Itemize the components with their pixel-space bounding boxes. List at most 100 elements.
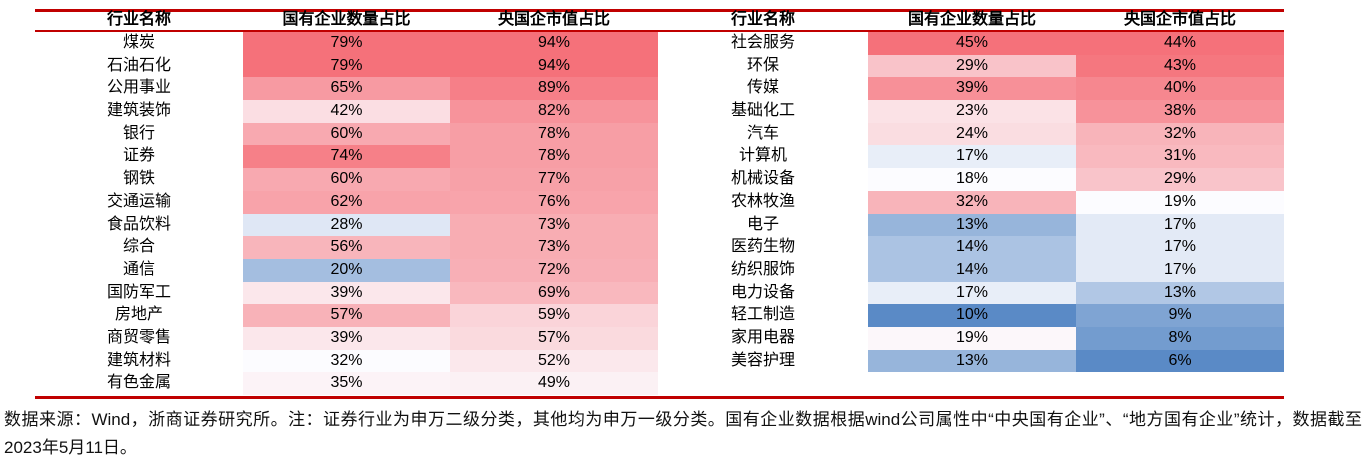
top-rule-line <box>35 9 1284 12</box>
soe-mcap-ratio-cell: 13% <box>1076 281 1284 305</box>
soe-count-ratio-cell: 60% <box>243 168 450 191</box>
soe-count-ratio-cell: 65% <box>243 77 450 101</box>
soe-mcap-ratio-cell: 43% <box>1076 54 1284 78</box>
industry-name-cell: 交通运输 <box>35 190 243 214</box>
industry-name-cell: 建筑材料 <box>35 349 243 373</box>
soe-count-ratio-cell: 13% <box>868 213 1076 237</box>
soe-mcap-ratio-cell: 17% <box>1076 236 1284 259</box>
soe-mcap-ratio-cell: 77% <box>450 168 658 191</box>
soe-count-ratio-cell: 13% <box>868 349 1076 373</box>
soe-count-ratio-cell: 19% <box>868 326 1076 350</box>
soe-count-ratio-cell: 62% <box>243 190 450 214</box>
soe-count-ratio-cell: 20% <box>243 258 450 282</box>
soe-count-ratio-cell: 39% <box>243 326 450 350</box>
soe-count-ratio-cell: 10% <box>868 304 1076 327</box>
soe-count-ratio-cell: 60% <box>243 122 450 146</box>
soe-mcap-ratio-cell: 73% <box>450 213 658 237</box>
industry-name-cell: 医药生物 <box>658 236 868 259</box>
industry-name-cell: 国防军工 <box>35 281 243 305</box>
industry-name-cell: 传媒 <box>658 77 868 101</box>
soe-mcap-ratio-cell: 17% <box>1076 258 1284 282</box>
soe-mcap-ratio-cell: 17% <box>1076 213 1284 237</box>
industry-name-cell: 社会服务 <box>658 32 868 55</box>
soe-count-ratio-cell: 42% <box>243 100 450 123</box>
industry-name-cell: 银行 <box>35 122 243 146</box>
left-column-header-industry: 行业名称 <box>106 11 171 28</box>
right-column-header-industry: 行业名称 <box>730 11 795 28</box>
soe-count-ratio-cell: 17% <box>868 281 1076 305</box>
soe-count-ratio-cell: 29% <box>868 54 1076 78</box>
soe-mcap-ratio-cell: 31% <box>1076 145 1284 169</box>
industry-name-cell: 证券 <box>35 145 243 169</box>
soe-mcap-ratio-cell: 19% <box>1076 190 1284 214</box>
industry-name-cell: 钢铁 <box>35 168 243 191</box>
soe-mcap-ratio-cell: 94% <box>450 32 658 55</box>
left-table-header-row: 行业名称 国有企业数量占比 央国企市值占比 <box>35 10 658 30</box>
soe-count-ratio-cell: 32% <box>243 349 450 373</box>
soe-count-ratio-cell: 39% <box>868 77 1076 101</box>
soe-mcap-ratio-cell: 82% <box>450 100 658 123</box>
industry-name-cell: 商贸零售 <box>35 326 243 350</box>
soe-mcap-ratio-cell: 8% <box>1076 326 1284 350</box>
soe-count-ratio-cell: 79% <box>243 32 450 55</box>
industry-name-cell: 煤炭 <box>35 32 243 55</box>
soe-count-ratio-cell: 56% <box>243 236 450 259</box>
soe-count-ratio-cell: 14% <box>868 258 1076 282</box>
soe-mcap-ratio-cell: 72% <box>450 258 658 282</box>
industry-name-cell: 基础化工 <box>658 100 868 123</box>
industry-name-cell: 建筑装饰 <box>35 100 243 123</box>
industry-name-cell: 通信 <box>35 258 243 282</box>
source-note: 数据来源：Wind，浙商证券研究所。注：证券行业为申万二级分类，其他均为申万一级… <box>4 410 1362 457</box>
soe-mcap-ratio-cell: 57% <box>450 326 658 350</box>
soe-count-ratio-cell: 74% <box>243 145 450 169</box>
industry-name-cell: 计算机 <box>658 145 868 169</box>
soe-mcap-ratio-cell: 38% <box>1076 100 1284 123</box>
industry-name-cell: 轻工制造 <box>658 304 868 327</box>
left-column-header-soe-count-ratio: 国有企业数量占比 <box>282 11 411 28</box>
soe-mcap-ratio-cell: 40% <box>1076 77 1284 101</box>
industry-name-cell: 汽车 <box>658 122 868 146</box>
soe-mcap-ratio-cell: 69% <box>450 281 658 305</box>
industry-name-cell: 机械设备 <box>658 168 868 191</box>
soe-mcap-ratio-cell: 78% <box>450 145 658 169</box>
right-column-header-soe-count-ratio: 国有企业数量占比 <box>907 11 1036 28</box>
industry-name-cell: 美容护理 <box>658 349 868 373</box>
soe-mcap-ratio-cell: 44% <box>1076 32 1284 55</box>
industry-name-cell: 有色金属 <box>35 372 243 395</box>
soe-count-ratio-cell: 79% <box>243 54 450 78</box>
industry-name-cell: 电力设备 <box>658 281 868 305</box>
industry-name-cell: 家用电器 <box>658 326 868 350</box>
soe-mcap-ratio-cell: 73% <box>450 236 658 259</box>
industry-name-cell: 食品饮料 <box>35 213 243 237</box>
right-industry-table-body: 社会服务 45% 44% 环保 29% 43% 传媒 39% 40% 基础化工 23% 38% 汽车 24… <box>658 32 1284 373</box>
right-column-header-soe-mcap-ratio: 央国企市值占比 <box>1123 11 1236 28</box>
industry-name-cell: 电子 <box>658 213 868 237</box>
industry-name-cell: 纺织服饰 <box>658 258 868 282</box>
soe-count-ratio-cell: 18% <box>868 168 1076 191</box>
soe-count-ratio-cell: 28% <box>243 213 450 237</box>
soe-mcap-ratio-cell: 6% <box>1076 349 1284 373</box>
industry-name-cell: 综合 <box>35 236 243 259</box>
soe-mcap-ratio-cell: 59% <box>450 304 658 327</box>
industry-name-cell: 房地产 <box>35 304 243 327</box>
soe-count-ratio-cell: 45% <box>868 32 1076 55</box>
industry-name-cell: 环保 <box>658 54 868 78</box>
soe-mcap-ratio-cell: 94% <box>450 54 658 78</box>
industry-name-cell: 石油石化 <box>35 54 243 78</box>
soe-mcap-ratio-cell: 52% <box>450 349 658 373</box>
soe-count-ratio-cell: 35% <box>243 372 450 395</box>
soe-count-ratio-cell: 32% <box>868 190 1076 214</box>
soe-count-ratio-cell: 14% <box>868 236 1076 259</box>
right-table-header-row: 行业名称 国有企业数量占比 央国企市值占比 <box>658 10 1284 30</box>
soe-mcap-ratio-cell: 32% <box>1076 122 1284 146</box>
header-rule-line <box>35 29 1284 32</box>
soe-mcap-ratio-cell: 78% <box>450 122 658 146</box>
industry-name-cell: 农林牧渔 <box>658 190 868 214</box>
soe-count-ratio-cell: 57% <box>243 304 450 327</box>
soe-mcap-ratio-cell: 76% <box>450 190 658 214</box>
soe-mcap-ratio-cell: 29% <box>1076 168 1284 191</box>
soe-count-ratio-cell: 39% <box>243 281 450 305</box>
soe-mcap-ratio-cell: 9% <box>1076 304 1284 327</box>
soe-mcap-ratio-cell: 89% <box>450 77 658 101</box>
